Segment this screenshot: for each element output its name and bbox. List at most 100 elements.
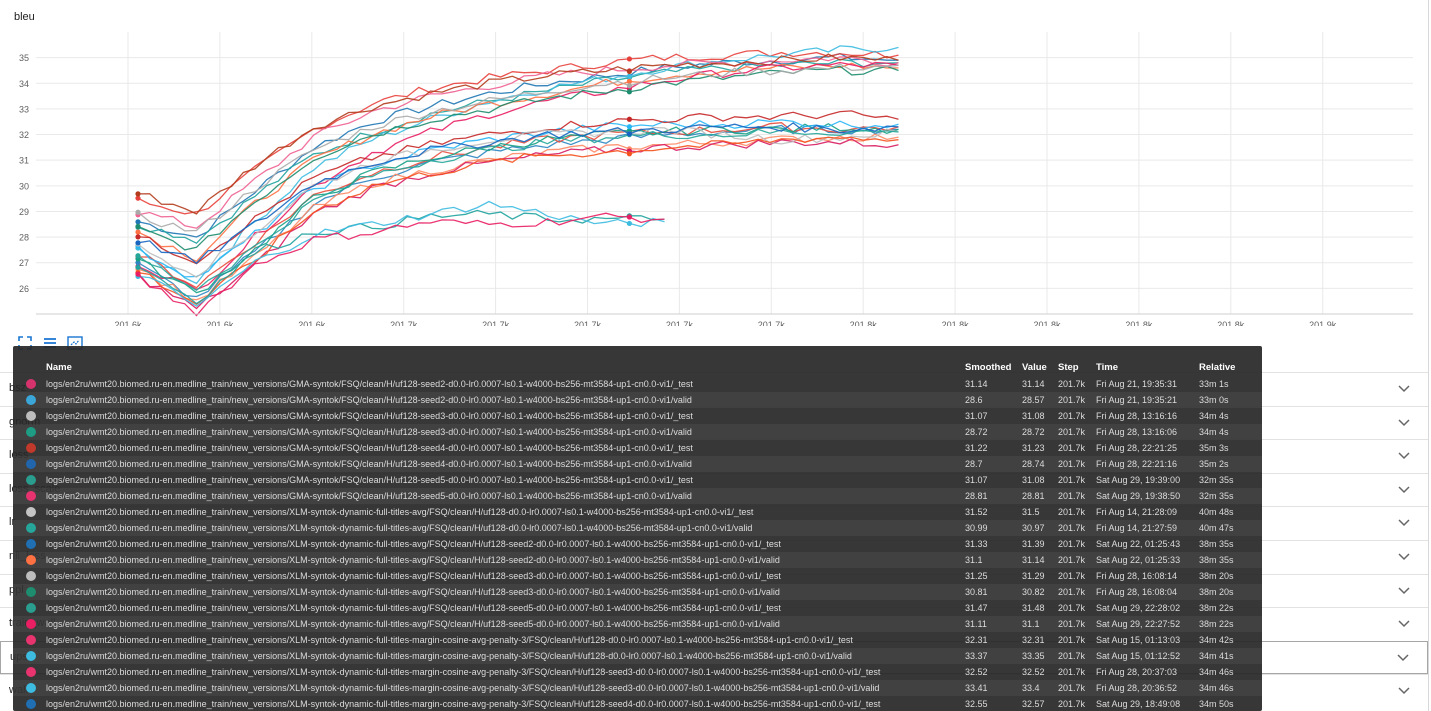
series-color-swatch <box>26 683 36 693</box>
smoothed-value: 31.07 <box>965 475 988 485</box>
card-divider <box>1428 0 1429 711</box>
series-line-14 <box>137 119 899 278</box>
chevron-down-icon[interactable] <box>1398 551 1410 561</box>
chevron-down-icon[interactable] <box>1397 652 1409 662</box>
chevron-down-icon[interactable] <box>1398 585 1410 595</box>
run-name: logs/en2ru/wmt20.biomed.ru-en.medline_tr… <box>46 571 781 581</box>
step-value: 201.7k <box>1058 379 1086 389</box>
relative-time: 38m 22s <box>1199 619 1234 629</box>
time-value: Fri Aug 14, 21:28:09 <box>1096 507 1178 517</box>
hover-tooltip: Name Smoothed Value Step Time Relative l… <box>13 346 1262 711</box>
series-start-point-1 <box>135 195 141 201</box>
y-tick-label: 34 <box>19 79 29 89</box>
step-value: 201.7k <box>1058 571 1086 581</box>
series-start-point-9 <box>135 209 141 215</box>
series-start-point-10 <box>135 259 141 266</box>
tooltip-row: logs/en2ru/wmt20.biomed.ru-en.medline_tr… <box>13 584 1262 600</box>
step-value: 201.7k <box>1058 539 1086 549</box>
time-value: Fri Aug 28, 20:37:03 <box>1096 667 1178 677</box>
bleu-line-chart[interactable]: 26 27 28 29 30 31 32 33 34 35 201.6k 201.6k 201.6k 20… <box>0 26 1420 326</box>
time-value: Fri Aug 14, 21:27:59 <box>1096 523 1178 533</box>
tooltip-row: logs/en2ru/wmt20.biomed.ru-en.medline_tr… <box>13 456 1262 472</box>
smoothed-value: 31.14 <box>965 379 988 389</box>
chevron-down-icon[interactable] <box>1398 450 1410 460</box>
relative-time: 32m 35s <box>1199 491 1234 501</box>
raw-value: 31.1 <box>1022 619 1040 629</box>
step-value: 201.7k <box>1058 459 1086 469</box>
series-start-point-15 <box>135 234 141 240</box>
relative-time: 34m 41s <box>1199 651 1234 661</box>
step-value: 201.7k <box>1058 635 1086 645</box>
smoothed-value: 31.1 <box>965 555 983 565</box>
chevron-down-icon[interactable] <box>1398 618 1410 628</box>
series-color-swatch <box>26 603 36 613</box>
step-value: 201.7k <box>1058 683 1086 693</box>
relative-time: 35m 3s <box>1199 443 1229 453</box>
x-tick-label: 201.6k <box>114 320 142 326</box>
smoothed-value: 30.99 <box>965 523 988 533</box>
time-value: Sat Aug 29, 19:39:00 <box>1096 475 1181 485</box>
time-value: Sat Aug 29, 18:49:08 <box>1096 699 1181 709</box>
step-value: 201.7k <box>1058 603 1086 613</box>
run-name: logs/en2ru/wmt20.biomed.ru-en.medline_tr… <box>46 475 693 485</box>
series-start-point-8 <box>135 223 141 229</box>
smoothed-value: 33.37 <box>965 651 988 661</box>
series-color-swatch <box>26 539 36 549</box>
relative-time: 33m 0s <box>1199 395 1229 405</box>
chevron-down-icon[interactable] <box>1398 417 1410 427</box>
chart-title: bleu <box>14 11 35 23</box>
metric-label: lr <box>9 516 15 528</box>
raw-value: 31.23 <box>1022 443 1045 453</box>
relative-time: 40m 48s <box>1199 507 1234 517</box>
smoothed-value: 30.81 <box>965 587 988 597</box>
series-color-swatch <box>26 587 36 597</box>
series-line-13 <box>137 133 899 301</box>
fit-domain-icon[interactable] <box>16 334 33 351</box>
run-name: logs/en2ru/wmt20.biomed.ru-en.medline_tr… <box>46 507 754 517</box>
run-name: logs/en2ru/wmt20.biomed.ru-en.medline_tr… <box>46 619 780 629</box>
raw-value: 30.97 <box>1022 523 1045 533</box>
series-hover-point-5 <box>626 78 633 85</box>
run-name: logs/en2ru/wmt20.biomed.ru-en.medline_tr… <box>46 555 780 565</box>
relative-time: 34m 4s <box>1199 427 1229 437</box>
tooltip-row: logs/en2ru/wmt20.biomed.ru-en.medline_tr… <box>13 664 1262 680</box>
step-value: 201.7k <box>1058 475 1086 485</box>
series-line-18 <box>137 128 899 291</box>
series-start-point-20 <box>135 240 141 246</box>
y-tick-label: 27 <box>19 258 29 268</box>
tooltip-row: logs/en2ru/wmt20.biomed.ru-en.medline_tr… <box>13 376 1262 392</box>
chevron-down-icon[interactable] <box>1398 484 1410 494</box>
raw-value: 30.82 <box>1022 587 1045 597</box>
chevron-down-icon[interactable] <box>1398 517 1410 527</box>
chevron-down-icon[interactable] <box>1398 685 1410 695</box>
series-hover-point-15 <box>626 116 633 122</box>
time-value: Fri Aug 28, 22:21:25 <box>1096 443 1178 453</box>
x-tick-label: 201.8k <box>850 320 878 326</box>
tooltip-row: logs/en2ru/wmt20.biomed.ru-en.medline_tr… <box>13 632 1262 648</box>
smoothed-value: 31.52 <box>965 507 988 517</box>
step-value: 201.7k <box>1058 523 1086 533</box>
relative-time: 32m 35s <box>1199 475 1234 485</box>
series-hover-point-22 <box>626 220 633 227</box>
smoothed-value: 28.81 <box>965 491 988 501</box>
run-name: logs/en2ru/wmt20.biomed.ru-en.medline_tr… <box>46 491 692 501</box>
series-color-swatch <box>26 523 36 533</box>
series-line-22 <box>137 200 665 307</box>
run-name: logs/en2ru/wmt20.biomed.ru-en.medline_tr… <box>46 443 693 453</box>
run-name: logs/en2ru/wmt20.biomed.ru-en.medline_tr… <box>46 411 693 421</box>
chevron-down-icon[interactable] <box>1398 383 1410 393</box>
time-value: Sat Aug 15, 01:13:03 <box>1096 635 1181 645</box>
relative-time: 34m 50s <box>1199 699 1234 709</box>
series-color-swatch <box>26 475 36 485</box>
series-color-swatch <box>26 555 36 565</box>
raw-value: 33.4 <box>1022 683 1040 693</box>
time-value: Sat Aug 29, 22:28:02 <box>1096 603 1181 613</box>
series-line-6 <box>137 53 899 215</box>
series-line-7 <box>137 61 899 291</box>
series-line-0 <box>137 52 899 238</box>
time-value: Sat Aug 29, 22:27:52 <box>1096 619 1181 629</box>
smoothed-value: 31.47 <box>965 603 988 613</box>
x-tick-label: 201.8k <box>1125 320 1153 326</box>
series-start-point-6 <box>135 191 141 197</box>
y-tick-label: 33 <box>19 104 29 114</box>
